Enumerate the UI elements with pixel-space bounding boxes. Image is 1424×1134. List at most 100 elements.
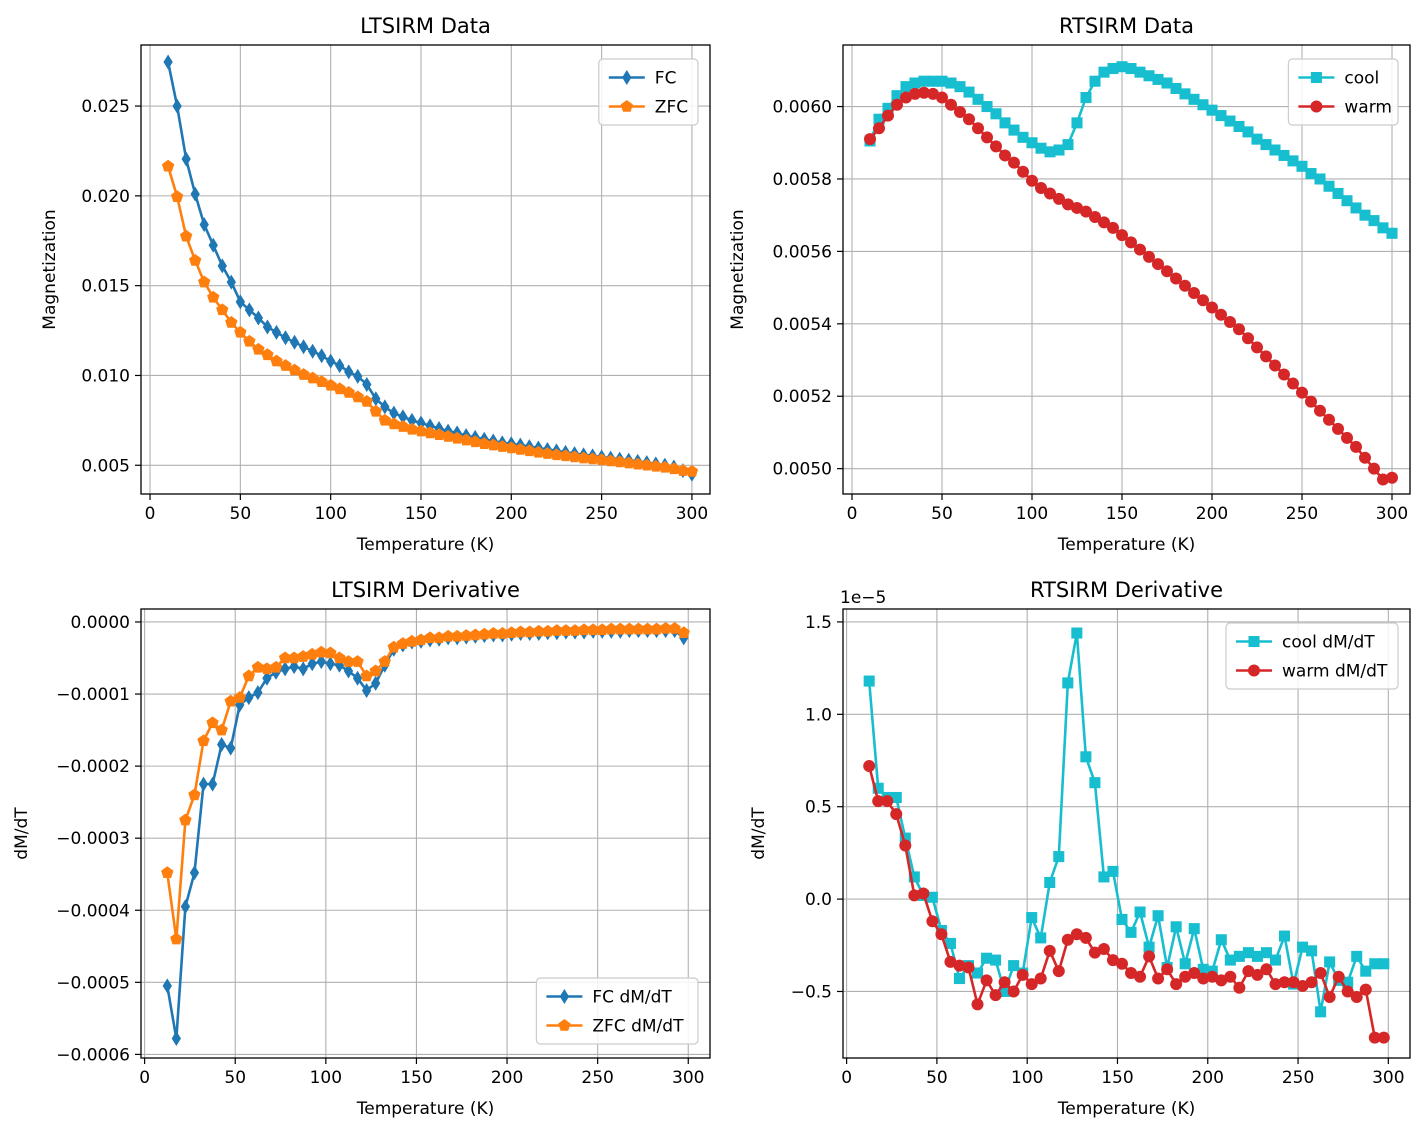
data-point [351, 655, 364, 667]
data-point [864, 133, 876, 146]
data-point [614, 622, 627, 635]
data-point [378, 655, 391, 667]
x-tick-label: 200 [495, 504, 527, 524]
data-point [1070, 928, 1083, 941]
data-point [1368, 215, 1380, 227]
data-point [361, 682, 372, 698]
data-point [1097, 942, 1110, 955]
data-point [945, 98, 957, 111]
legend-entry: warm [1344, 98, 1392, 118]
data-point [469, 628, 482, 641]
data-point [1017, 131, 1029, 143]
legend-entry: FC dM/dT [592, 988, 672, 1008]
data-point [360, 395, 373, 407]
data-point [1179, 279, 1191, 292]
data-point [568, 624, 582, 636]
data-point [1251, 950, 1263, 962]
data-point [271, 324, 282, 340]
data-point [326, 353, 336, 369]
plot-area [864, 61, 1398, 486]
x-tick-label: 250 [1286, 504, 1318, 524]
data-point [425, 418, 435, 434]
chart-title: LTSIRM Derivative [331, 578, 520, 602]
data-point [676, 464, 690, 476]
data-point [1386, 227, 1398, 239]
data-point [863, 760, 876, 773]
series-zfc-dm-dt [161, 621, 690, 945]
data-point [1224, 970, 1237, 983]
data-point [1251, 133, 1263, 145]
data-point [1152, 972, 1165, 985]
data-point [478, 627, 491, 640]
data-point [1008, 124, 1020, 136]
data-point [244, 690, 254, 706]
data-point [505, 626, 518, 639]
data-point [1215, 110, 1227, 122]
data-point [990, 954, 1002, 966]
y-tick-label: 0.5 [805, 798, 832, 818]
y-tick-label: 0.010 [81, 366, 130, 386]
data-point [1332, 187, 1344, 199]
data-point [1260, 139, 1272, 151]
data-point [1350, 991, 1363, 1004]
y-tick-label: −0.5 [791, 982, 832, 1002]
data-point [1314, 967, 1327, 980]
data-point [188, 788, 201, 801]
legend-swatch-marker [620, 100, 633, 112]
data-point [496, 440, 509, 452]
data-point [198, 275, 211, 288]
data-point [659, 621, 672, 634]
data-point [387, 417, 401, 430]
grid-lines [843, 45, 1410, 494]
data-point [298, 339, 309, 355]
data-point [1332, 422, 1344, 435]
data-point [450, 431, 464, 444]
data-point [1351, 950, 1363, 962]
data-point [641, 622, 654, 635]
data-point [1306, 945, 1318, 957]
data-point [172, 98, 182, 114]
data-point [216, 736, 227, 752]
data-point [1035, 142, 1047, 154]
y-axis-label: dM/dT [12, 807, 32, 860]
data-point [1188, 93, 1200, 105]
data-point [181, 151, 191, 167]
data-point [631, 457, 644, 470]
legend-entry: FC [655, 69, 677, 89]
plot-area [161, 54, 699, 482]
data-point [891, 98, 903, 111]
data-point [1242, 332, 1254, 345]
data-point [1080, 205, 1092, 218]
data-point [1089, 777, 1101, 789]
data-point [459, 433, 473, 446]
x-tick-label: 150 [1106, 504, 1138, 524]
data-point [1224, 954, 1236, 966]
data-point [881, 795, 894, 808]
data-point [234, 325, 247, 338]
data-point [487, 438, 500, 451]
x-tick-label: 300 [1372, 1068, 1404, 1088]
data-point [161, 866, 174, 879]
data-point [1179, 958, 1191, 970]
data-point [577, 623, 591, 636]
data-point [1242, 965, 1255, 978]
data-point [280, 661, 290, 677]
chart-title: RTSIRM Derivative [1030, 578, 1223, 602]
data-point [353, 368, 363, 384]
data-point [863, 675, 875, 687]
data-point [1278, 368, 1290, 381]
data-point [1152, 910, 1164, 922]
data-point [1359, 983, 1372, 996]
data-point [1269, 359, 1281, 372]
data-point [1368, 462, 1380, 475]
data-point [1134, 66, 1146, 78]
data-point [1170, 272, 1182, 285]
data-point [1341, 195, 1353, 207]
y-tick-label: 0.005 [81, 456, 130, 476]
legend-swatch-marker [622, 70, 632, 85]
data-point [496, 627, 509, 639]
data-point [1269, 954, 1281, 966]
x-tick-label: 100 [1011, 1068, 1043, 1088]
data-point [371, 675, 381, 691]
